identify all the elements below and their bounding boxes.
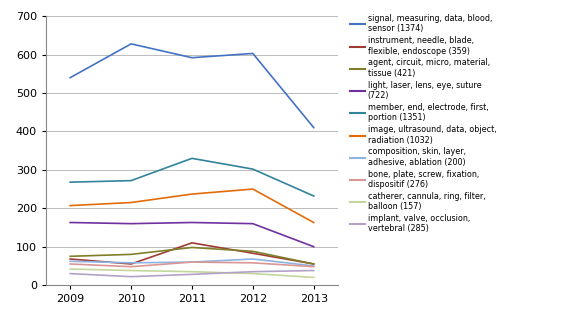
Legend: signal, measuring, data, blood,
sensor (1374), instrument, needle, blade,
flexib: signal, measuring, data, blood, sensor (… <box>347 11 500 237</box>
